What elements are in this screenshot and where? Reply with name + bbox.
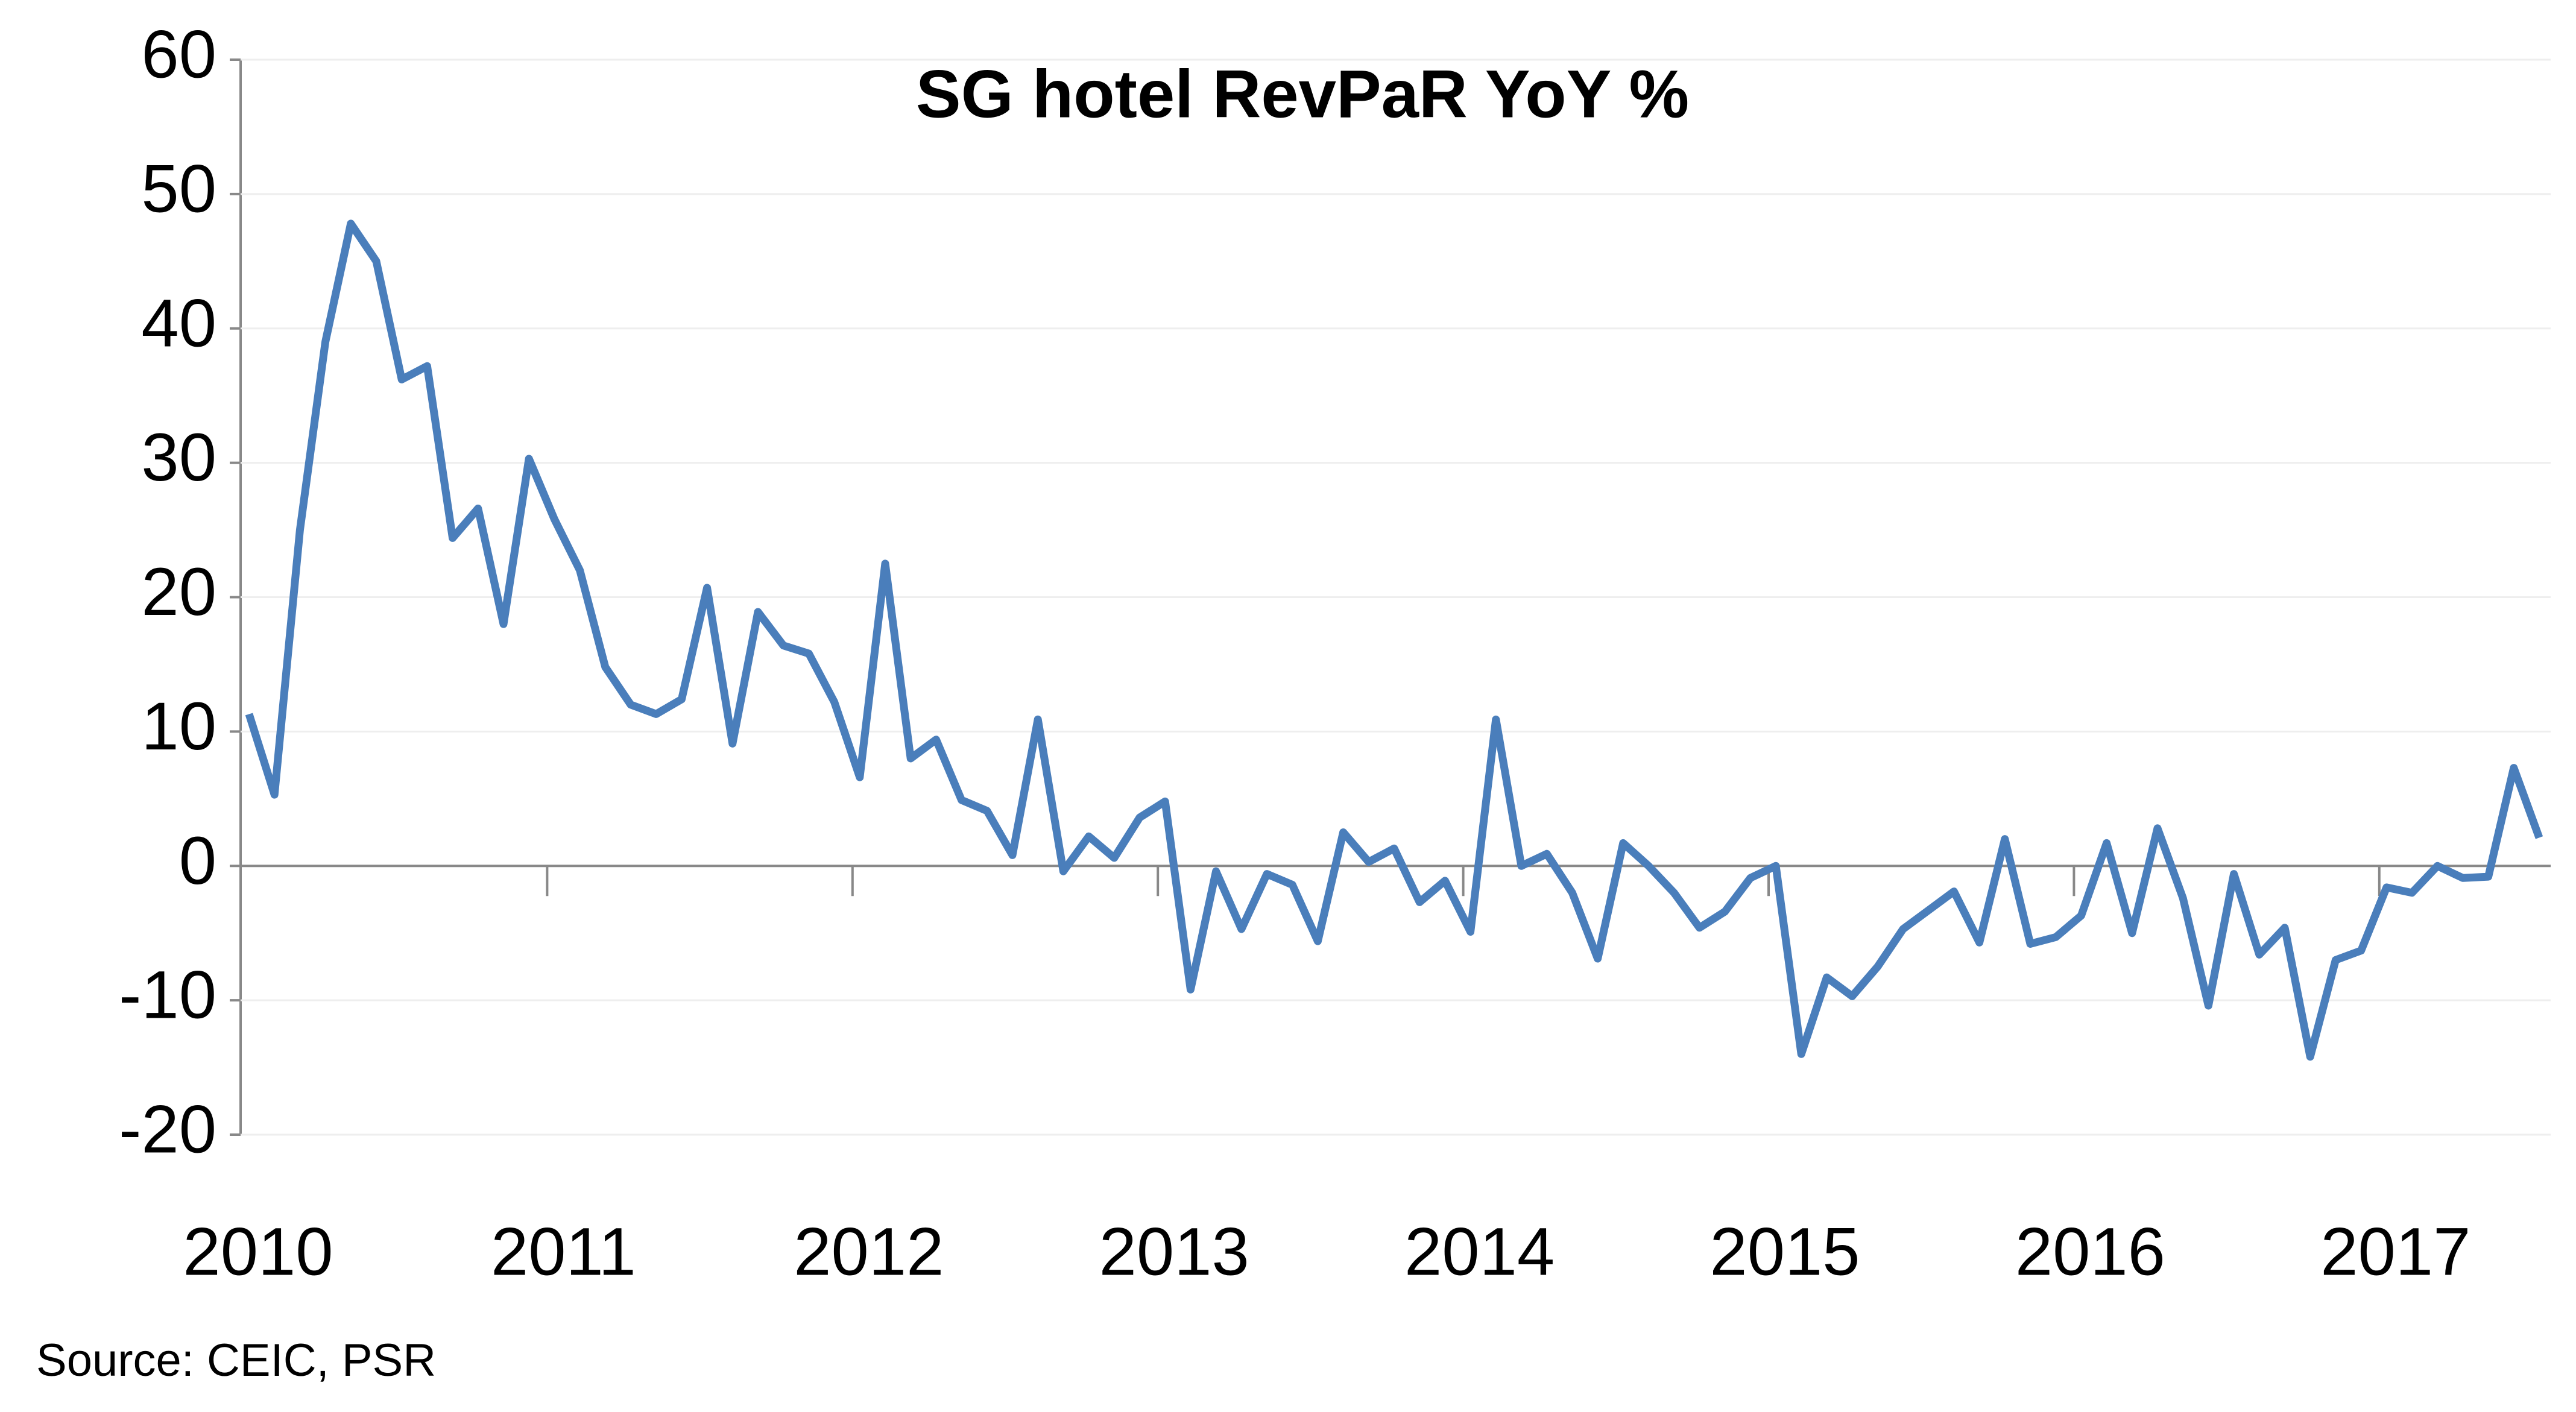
y-tick-label: 0 (179, 823, 216, 898)
x-tick-label: 2013 (1099, 1214, 1249, 1290)
y-tick-label: 50 (141, 151, 216, 226)
y-tick-label: -20 (119, 1092, 216, 1167)
x-tick-label: 2011 (491, 1214, 636, 1290)
x-tick-label: 2017 (2320, 1214, 2470, 1290)
y-tick-label: 30 (141, 420, 216, 495)
y-tick-label: 40 (141, 285, 216, 361)
y-tick-label: 60 (141, 17, 216, 92)
source-note: Source: CEIC, PSR (36, 1335, 436, 1386)
x-tick-label: 2015 (1709, 1214, 1860, 1290)
x-tick-label: 2016 (2015, 1214, 2165, 1290)
chart-title: SG hotel RevPaR YoY % (916, 57, 1689, 132)
x-tick-label: 2012 (794, 1214, 944, 1290)
x-tick-label: 2014 (1404, 1214, 1555, 1290)
data-line (245, 219, 2543, 1061)
x-tick-label: 2010 (183, 1214, 333, 1290)
y-tick-label: 20 (141, 554, 216, 629)
y-tick-label: 10 (141, 689, 216, 764)
y-tick-label: -10 (119, 957, 216, 1033)
